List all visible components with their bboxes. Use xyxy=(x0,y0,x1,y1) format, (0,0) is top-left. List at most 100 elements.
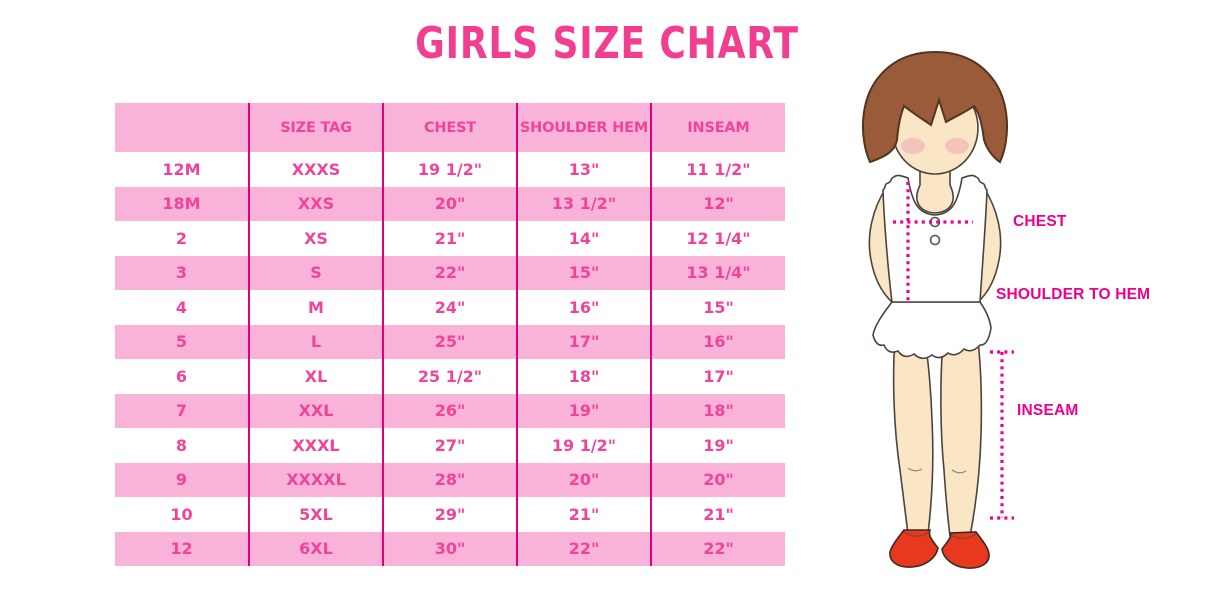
table-row: 6 XL 25 1/2" 18" 17" xyxy=(115,359,785,394)
girl-shoe-right xyxy=(941,531,990,569)
table-cell: 22" xyxy=(650,531,785,566)
shoe-strap-left xyxy=(903,530,931,537)
girl-leg-left xyxy=(892,337,934,535)
table-cell: 21" xyxy=(382,221,517,256)
table-cell: 17" xyxy=(650,359,785,394)
table-cell: 22" xyxy=(516,531,651,566)
table-row: 12M XXXS 19 1/2" 13" 11 1/2" xyxy=(115,152,785,187)
table-cell: 21" xyxy=(650,497,785,532)
column-header: CHEST xyxy=(382,103,517,152)
girl-hair xyxy=(862,50,1008,164)
table-row: 4 M 24" 16" 15" xyxy=(115,290,785,325)
table-cell: 21" xyxy=(516,497,651,532)
table-cell: 16" xyxy=(516,290,651,325)
girl-shoe-left xyxy=(889,529,939,568)
table-row: 9 XXXXL 28" 20" 20" xyxy=(115,462,785,497)
table-cell: 27" xyxy=(382,428,517,463)
top-button-2 xyxy=(929,234,941,246)
table-cell: L xyxy=(248,324,383,359)
table-cell: 5XL xyxy=(248,497,383,532)
table-cell: 19" xyxy=(650,428,785,463)
table-row: 2 XS 21" 14" 12 1/4" xyxy=(115,221,785,256)
table-cell: 12 1/4" xyxy=(650,221,785,256)
table-cell: 7 xyxy=(175,401,188,421)
table-cell: 12 xyxy=(170,539,193,559)
column-header: INSEAM xyxy=(650,103,785,152)
column-header: SIZE TAG xyxy=(248,103,383,152)
shoulder-to-hem-label: SHOULDER TO HEM xyxy=(996,286,1151,303)
table-row: 7 XXL 26" 19" 18" xyxy=(115,393,785,428)
table-cell: 4 xyxy=(175,297,188,317)
knee-line-right xyxy=(951,469,967,474)
table-cell: 12M xyxy=(162,159,201,179)
table-cell: S xyxy=(248,255,383,290)
girl-illustration xyxy=(862,50,1014,569)
table-cell: XS xyxy=(248,221,383,256)
table-cell: 26" xyxy=(382,393,517,428)
measurement-figure xyxy=(840,40,1170,580)
table-cell: 13 1/2" xyxy=(516,186,651,221)
inseam-label: INSEAM xyxy=(1017,402,1079,419)
table-cell: 13" xyxy=(516,152,651,187)
table-cell: 20" xyxy=(650,462,785,497)
table-cell: 18" xyxy=(650,393,785,428)
girl-cheek-right xyxy=(945,138,969,154)
table-cell: 20" xyxy=(382,186,517,221)
table-cell: 15" xyxy=(516,255,651,290)
table-cell: 19 1/2" xyxy=(382,152,517,187)
table-cell: 20" xyxy=(516,462,651,497)
table-cell: 3 xyxy=(175,263,188,283)
table-cell: 9 xyxy=(175,470,188,490)
table-cell: XXS xyxy=(248,186,383,221)
table-cell: 18M xyxy=(162,194,201,214)
table-cell: XXL xyxy=(248,393,383,428)
girl-skirt xyxy=(872,301,992,360)
knee-line-left xyxy=(907,467,923,472)
page-title: GIRLS SIZE CHART xyxy=(415,18,799,69)
table-cell: 13 1/4" xyxy=(650,255,785,290)
girl-cheek-left xyxy=(901,138,925,154)
column-header xyxy=(115,103,249,152)
shoe-strap-right xyxy=(949,533,977,540)
table-row: 18M XXS 20" 13 1/2" 12" xyxy=(115,186,785,221)
table-cell: 6 xyxy=(175,366,188,386)
table-cell: 17" xyxy=(516,324,651,359)
table-cell: 15" xyxy=(650,290,785,325)
table-row: 3 S 22" 15" 13 1/4" xyxy=(115,255,785,290)
table-cell: 24" xyxy=(382,290,517,325)
table-cell: 19 1/2" xyxy=(516,428,651,463)
table-row: 12 6XL 30" 22" 22" xyxy=(115,531,785,566)
table-cell: 6XL xyxy=(248,531,383,566)
table-cell: 29" xyxy=(382,497,517,532)
table-cell: M xyxy=(248,290,383,325)
table-cell: 16" xyxy=(650,324,785,359)
table-cell: 28" xyxy=(382,462,517,497)
table-cell: XXXS xyxy=(248,152,383,187)
table-row: 8 XXXL 27" 19 1/2" 19" xyxy=(115,428,785,463)
table-row: 5 L 25" 17" 16" xyxy=(115,324,785,359)
table-cell: 5 xyxy=(175,332,188,352)
size-chart-table: SIZE TAG CHEST SHOULDER HEM INSEAM 12M XXXS 1… xyxy=(115,103,785,566)
table-cell: XXXL xyxy=(248,428,383,463)
table-header-row: SIZE TAG CHEST SHOULDER HEM INSEAM xyxy=(115,103,785,152)
table-cell: XL xyxy=(248,359,383,394)
chest-label: CHEST xyxy=(1013,213,1067,230)
girl-leg-right xyxy=(940,339,983,537)
table-cell: 19" xyxy=(516,393,651,428)
table-cell: 22" xyxy=(382,255,517,290)
table-cell: 25" xyxy=(382,324,517,359)
table-cell: 30" xyxy=(382,531,517,566)
size-table-body: 12M XXXS 19 1/2" 13" 11 1/2" 18M XXS 20" 13 1/2"… xyxy=(115,152,785,566)
table-cell: 14" xyxy=(516,221,651,256)
table-cell: XXXXL xyxy=(248,462,383,497)
table-cell: 10 xyxy=(170,504,193,524)
size-table-head: SIZE TAG CHEST SHOULDER HEM INSEAM xyxy=(115,103,785,152)
table-cell: 25 1/2" xyxy=(382,359,517,394)
table-row: 10 5XL 29" 21" 21" xyxy=(115,497,785,532)
table-cell: 12" xyxy=(650,186,785,221)
table-cell: 8 xyxy=(175,435,188,455)
table-cell: 2 xyxy=(175,228,188,248)
column-header: SHOULDER HEM xyxy=(516,103,651,152)
table-cell: 18" xyxy=(516,359,651,394)
